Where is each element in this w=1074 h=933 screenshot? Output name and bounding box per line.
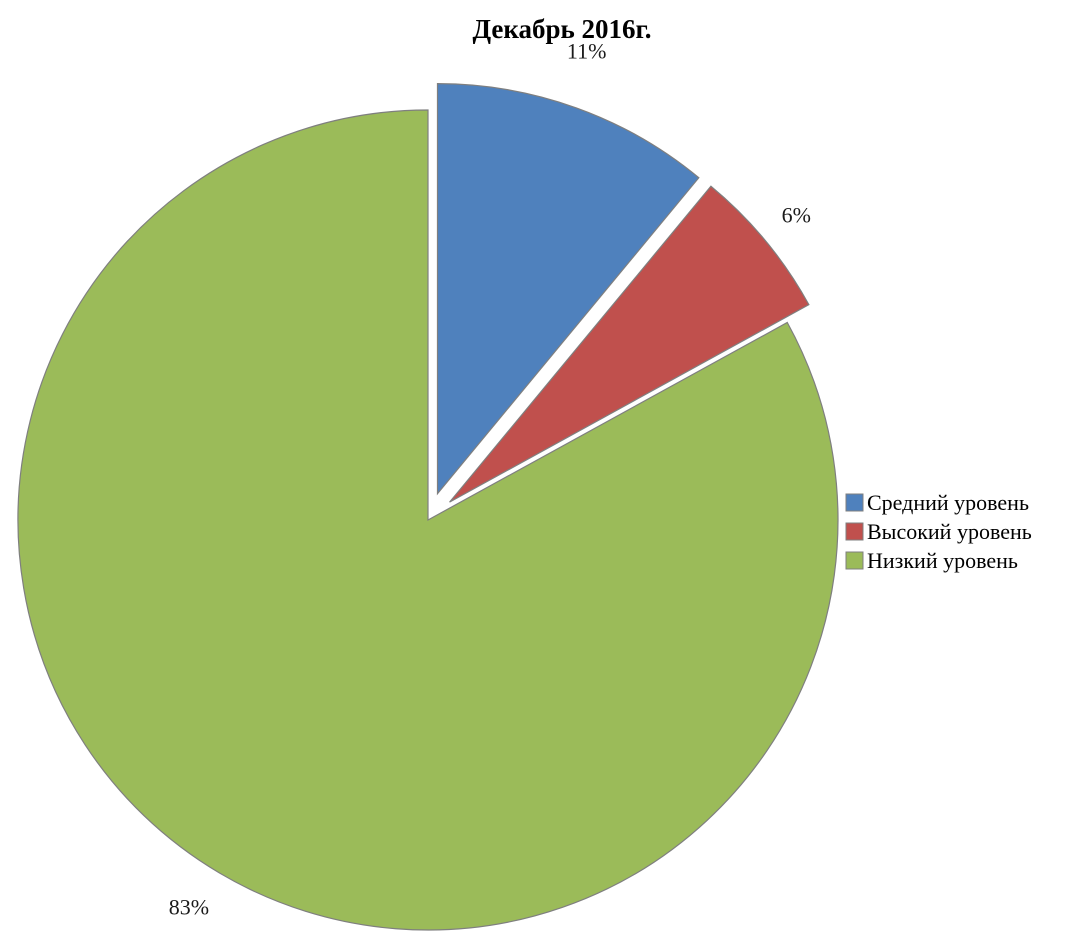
data-label-3: 83% (169, 894, 209, 919)
pie-slice-1 (436, 83, 700, 496)
data-labels: 11% 6% 83% (169, 38, 811, 919)
legend-swatch-2 (845, 522, 864, 541)
legend-label-3: Низкий уровень (867, 548, 1018, 573)
legend-swatch-3 (845, 551, 864, 570)
pie-slice-3 (17, 109, 839, 931)
legend-swatch-1 (845, 493, 864, 512)
legend-label-2: Высокий уровень (867, 519, 1032, 544)
pie-slice-2 (449, 185, 810, 503)
data-label-1: 11% (567, 38, 607, 63)
chart-title: Декабрь 2016г. (472, 14, 651, 44)
legend: Средний уровень Высокий уровень Низкий уро… (845, 490, 1032, 573)
data-label-2: 6% (782, 202, 811, 227)
legend-label-1: Средний уровень (867, 490, 1029, 515)
pie-slices (17, 83, 839, 931)
